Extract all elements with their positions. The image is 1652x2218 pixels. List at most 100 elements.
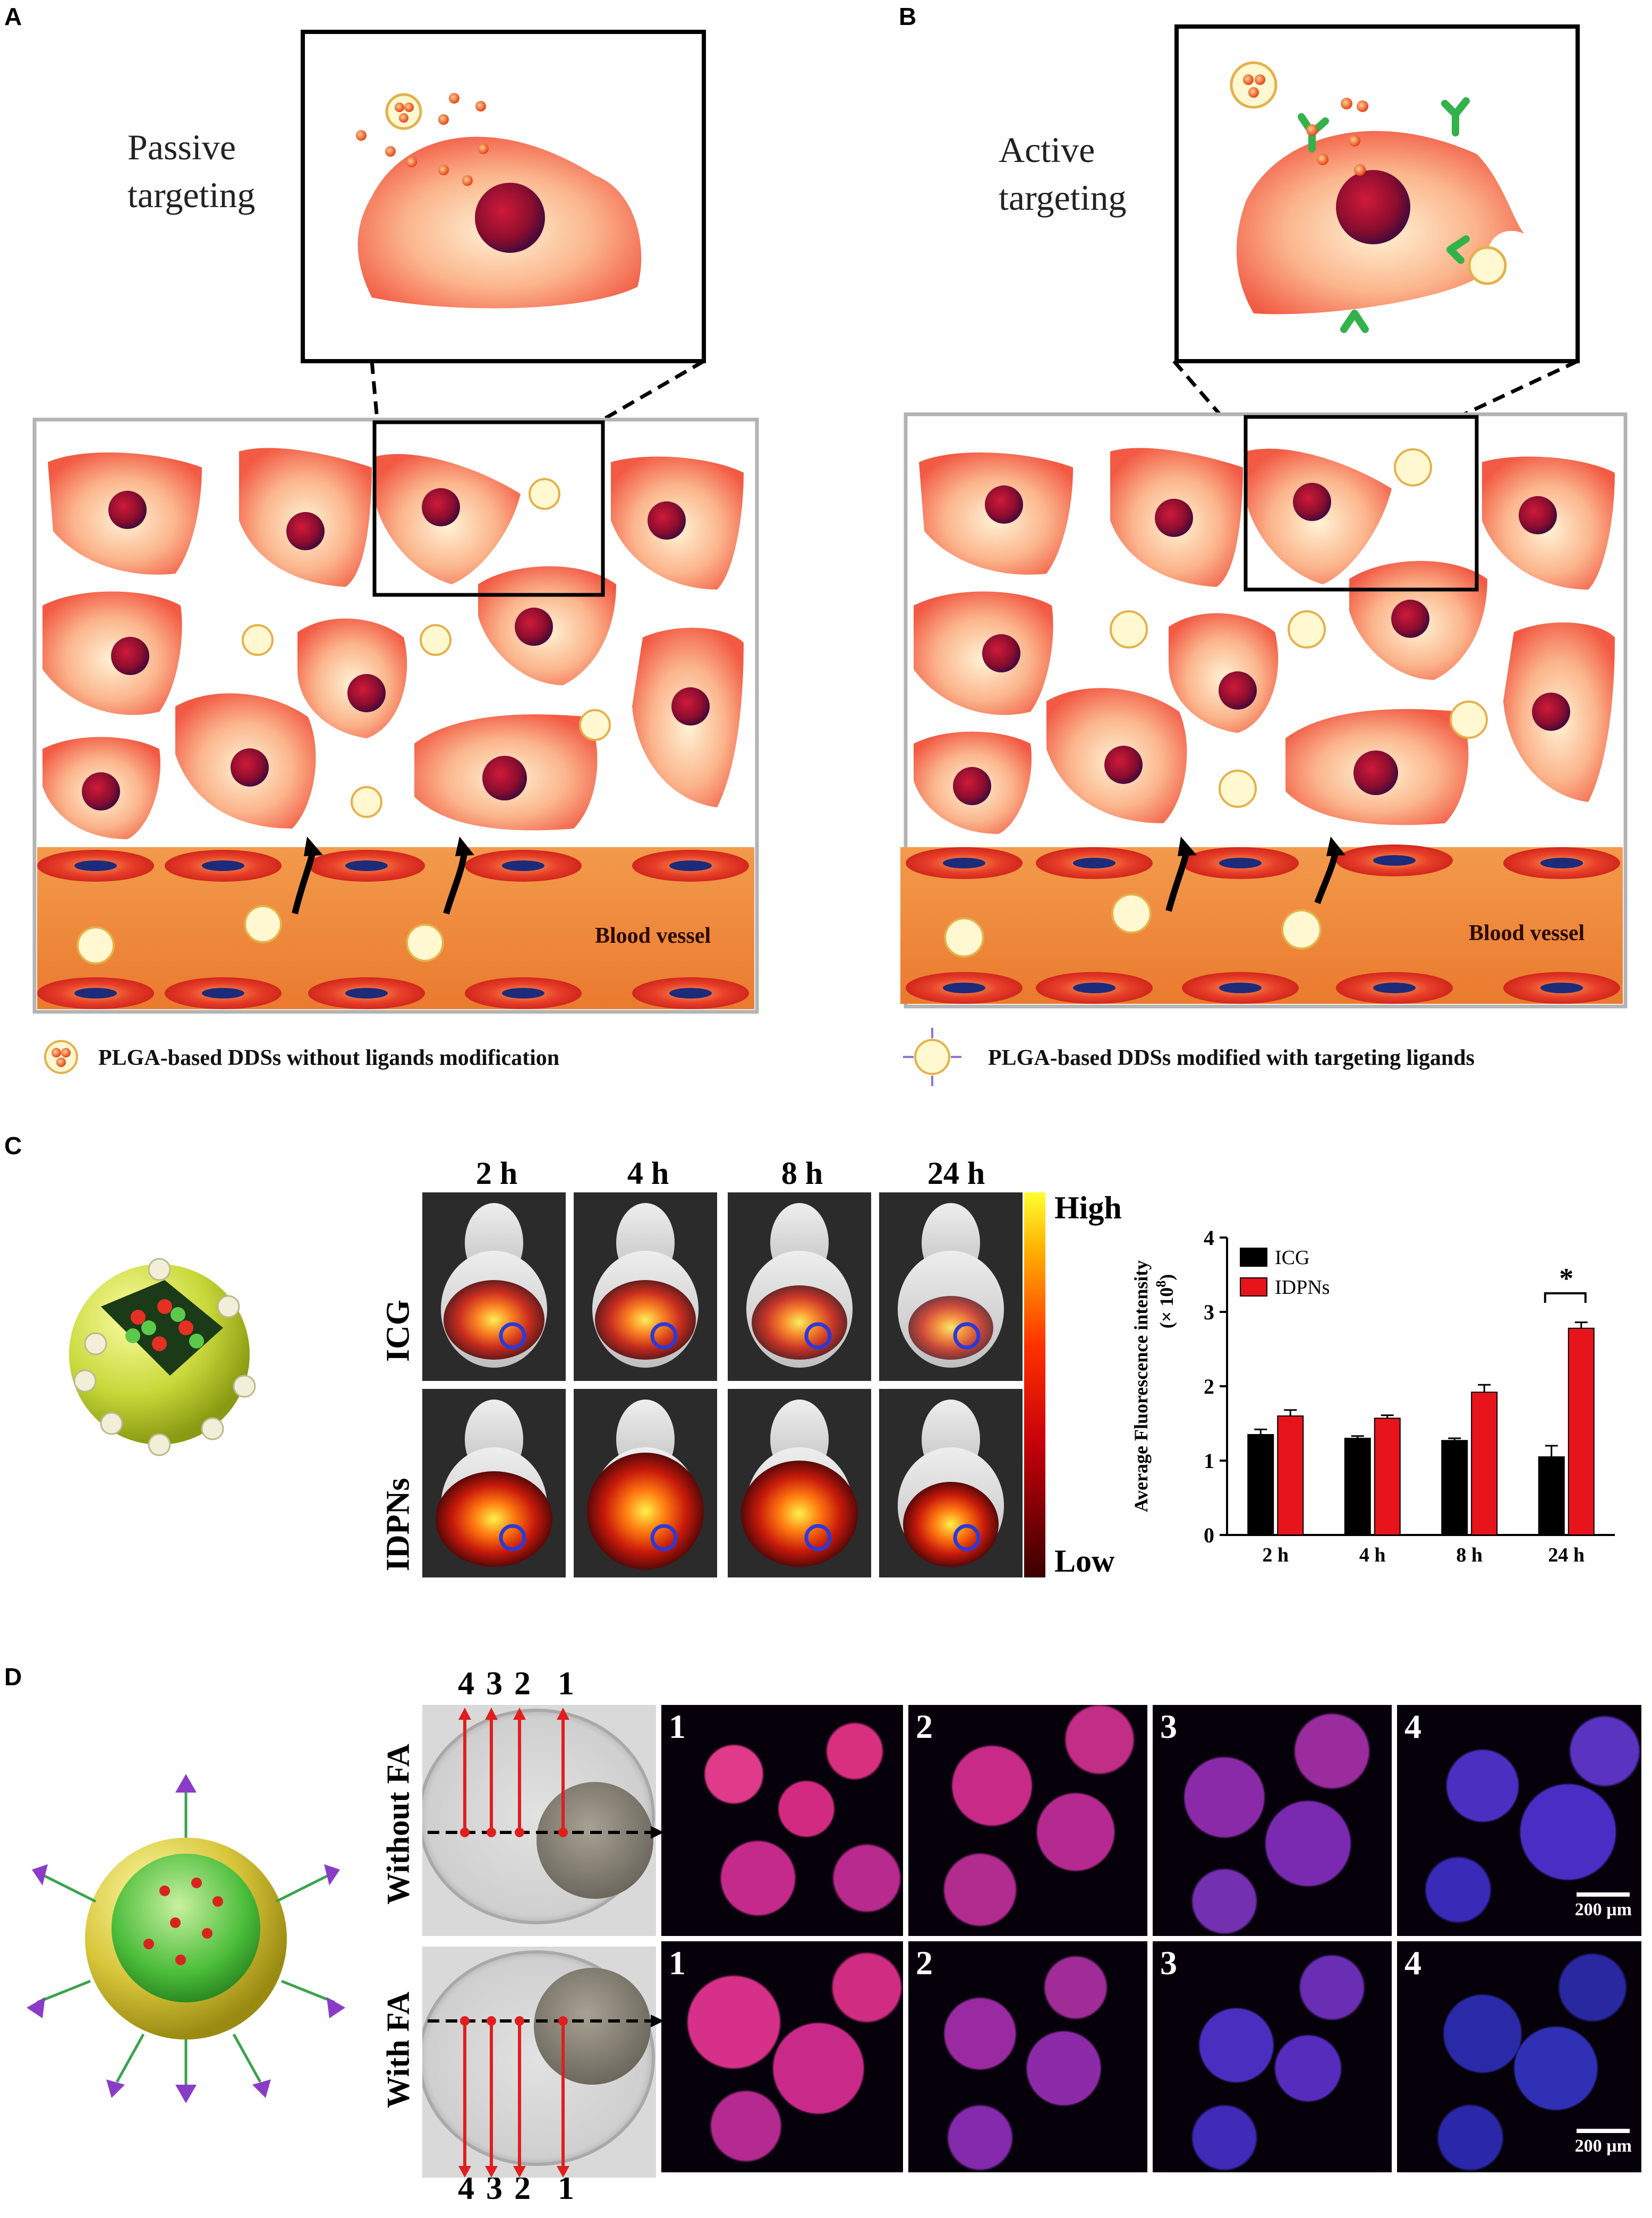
- zoom-region: [372, 420, 605, 597]
- colorbar-high-label: High: [1054, 1190, 1122, 1225]
- extravasation-arrow: [292, 849, 317, 915]
- legend-text: PLGA-based DDSs without ligands modifica…: [98, 1046, 559, 1070]
- legend-swatch: [1240, 1277, 1267, 1296]
- extravasation-arrow: [1165, 849, 1190, 912]
- colorbar-low-label: Low: [1054, 1543, 1115, 1579]
- free-nanoparticles: [242, 478, 611, 818]
- bar-icg: [1247, 1434, 1274, 1535]
- bar-idpns: [1471, 1392, 1498, 1535]
- significance-bracket: [1544, 1292, 1587, 1303]
- zoom-label: Passive: [127, 127, 236, 167]
- position-number: 3: [486, 1666, 503, 1702]
- targeted-nanoparticles: [1110, 448, 1488, 808]
- timepoint-label: 4 h: [627, 1156, 669, 1191]
- position-number: 2: [514, 1666, 531, 1702]
- x-tick-label: 24 h: [1548, 1544, 1585, 1566]
- position-numbers-top: 4 3 2 1: [452, 1665, 590, 1708]
- row-label-icg: ICG: [380, 1299, 416, 1362]
- nanoparticles: [356, 93, 489, 186]
- micrograph-with-fa-4: 4 200 µm: [1397, 1941, 1641, 2172]
- zoom-label: targeting: [999, 177, 1126, 218]
- endothelial-cells: [906, 844, 1620, 1004]
- legend-nanoparticle-icon: [44, 1040, 78, 1074]
- micrograph-number: 4: [1404, 1944, 1421, 1982]
- bar-idpns: [1277, 1415, 1304, 1535]
- micrograph-number: 4: [1404, 1708, 1421, 1745]
- significance-marker: *: [1559, 1262, 1573, 1294]
- y-axis-unit-close: ): [1156, 1274, 1177, 1281]
- position-arrows: [463, 1716, 565, 2172]
- vessel-label: Blood vessel: [1469, 921, 1585, 945]
- extravasation-arrow: [443, 849, 468, 915]
- nucleus: [475, 183, 545, 253]
- timepoint-label: 8 h: [781, 1156, 823, 1191]
- legend-text: PLGA-based DDSs modified with targeting …: [988, 1046, 1475, 1070]
- y-tick-label: 0: [1204, 1523, 1214, 1547]
- micrograph-without-fa-4: 4 200 µm: [1397, 1705, 1641, 1936]
- panel-b-diagram: Active targeting: [900, 24, 1628, 1086]
- micrograph-number: 1: [669, 1708, 686, 1745]
- y-axis-unit: (× 108): [1153, 1274, 1178, 1329]
- legend-nanoparticle-icon: [914, 1039, 950, 1075]
- bar-icg: [1441, 1440, 1468, 1536]
- position-number: 1: [558, 1666, 574, 1702]
- bar-idpns: [1568, 1327, 1595, 1536]
- vessel-nanoparticles: [76, 905, 444, 965]
- row-label-idpns: IDPNs: [380, 1478, 416, 1572]
- y-tick-label: 4: [1204, 1226, 1214, 1250]
- x-tick-label: 4 h: [1359, 1544, 1386, 1566]
- vessel-label: Blood vessel: [595, 924, 711, 948]
- micrograph-with-fa-3: 3: [1153, 1941, 1392, 2172]
- y-tick-label: 1: [1204, 1449, 1214, 1473]
- position-arrowheads: [458, 1708, 569, 2178]
- row-label-with-fa: With FA: [380, 1991, 416, 2109]
- panel-a-letter: A: [4, 3, 22, 30]
- panel-c-letter: C: [4, 1132, 22, 1159]
- micrograph-with-fa-2: 2: [908, 1941, 1147, 2172]
- endothelial-cells: [37, 850, 749, 1009]
- panel-d-letter: D: [4, 1663, 22, 1691]
- tumor-cells: [42, 448, 744, 839]
- nucleus: [1336, 170, 1410, 244]
- dish-without-fa: [422, 1705, 664, 1936]
- legend-label: ICG: [1275, 1247, 1309, 1269]
- scale-bar-label: 200 µm: [1574, 1900, 1632, 1920]
- micrograph-number: 3: [1160, 1708, 1177, 1745]
- panel-a-diagram: Passive targeting: [32, 30, 759, 1074]
- imaging-grid: [422, 1192, 1023, 1577]
- bar-idpns: [1374, 1418, 1401, 1536]
- legend-label: IDPNs: [1275, 1276, 1330, 1299]
- timepoint-label: 24 h: [927, 1156, 985, 1191]
- micrograph-without-fa-1: 1: [661, 1705, 903, 1936]
- panel-b-letter: B: [899, 3, 917, 30]
- fluorescence-colorbar: [1024, 1192, 1045, 1577]
- bar-icg: [1538, 1456, 1565, 1535]
- vessel-nanoparticles: [944, 893, 1322, 958]
- micrograph-without-fa-3: 3: [1153, 1705, 1392, 1936]
- nanoparticle-illustration-c: [69, 1258, 256, 1456]
- scale-bar: 200 µm: [1575, 2129, 1632, 2156]
- micrograph-without-fa-2: 2: [908, 1705, 1147, 1936]
- row-label-without-fa: Without FA: [380, 1744, 416, 1905]
- micrograph-number: 3: [1160, 1944, 1177, 1982]
- legend-swatch: [1240, 1248, 1267, 1267]
- micrograph-number: 2: [916, 1708, 933, 1745]
- y-tick-label: 3: [1204, 1300, 1214, 1324]
- y-axis-unit-exponent: 8: [1153, 1281, 1169, 1287]
- timepoint-header-row: 2 h 4 h 8 h 24 h: [425, 1155, 1009, 1192]
- idpns-row: [422, 1389, 1023, 1577]
- y-axis-label: Average Fluorescence intensity: [1130, 1260, 1152, 1513]
- scale-bar: 200 µm: [1575, 1892, 1632, 1920]
- icg-row: [422, 1192, 1023, 1381]
- scale-bar-label: 200 µm: [1574, 2136, 1632, 2156]
- fluorescence-bar-chart: 0 1 2 3 4 2 h 4 h 8 h 24 h * ICG IDPNs Average Fluor…: [1130, 1226, 1615, 1566]
- micrograph-number: 2: [916, 1944, 933, 1982]
- x-tick-label: 2 h: [1262, 1544, 1289, 1566]
- position-number: 4: [458, 1666, 474, 1702]
- zoom-region: [1244, 415, 1479, 592]
- zoom-label: targeting: [127, 175, 255, 215]
- bar-icg: [1344, 1438, 1371, 1535]
- micrograph-number: 1: [669, 1944, 686, 1982]
- micrograph-with-fa-1: 1: [661, 1941, 903, 2172]
- y-tick-label: 2: [1204, 1375, 1214, 1398]
